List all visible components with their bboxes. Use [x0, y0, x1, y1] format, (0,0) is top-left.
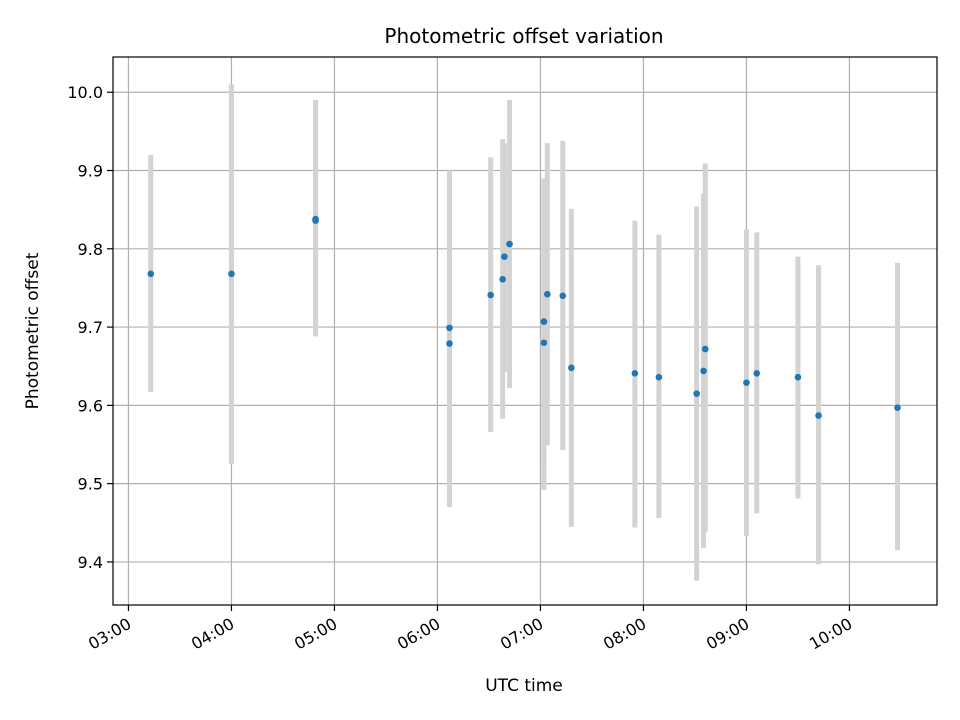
data-point [568, 364, 575, 372]
data-point [228, 270, 235, 278]
data-point [312, 217, 319, 224]
data-point [540, 318, 548, 325]
data-point [631, 369, 639, 377]
data-point [894, 404, 901, 412]
data-point [753, 369, 761, 377]
data-point [540, 339, 548, 347]
grid [113, 57, 937, 605]
data-point [559, 292, 567, 300]
data-point [693, 390, 700, 397]
data-points [147, 215, 901, 419]
data-point [743, 379, 750, 386]
data-point [147, 270, 155, 278]
y-axis-label: Photometric offset [23, 252, 43, 409]
chart-title: Photometric offset variation [384, 24, 663, 48]
data-point [487, 291, 494, 299]
data-point [701, 345, 709, 353]
data-point [655, 373, 663, 381]
data-point [794, 373, 802, 381]
x-axis-label: UTC time [485, 676, 563, 696]
data-point [544, 290, 551, 298]
data-point [446, 340, 453, 347]
y-axis-ticks: 9.4 9.5 9.6 9.7 9.8 9.9 10.0 [67, 83, 113, 572]
y-tick-label: 9.9 [78, 162, 103, 181]
y-tick-label: 9.5 [78, 475, 103, 494]
y-tick-label: 9.6 [78, 396, 103, 415]
plot-area-frame [112, 56, 938, 606]
data-point [501, 253, 508, 260]
data-point [446, 324, 453, 332]
y-tick-label: 9.4 [78, 553, 103, 572]
data-point [499, 276, 506, 283]
y-tick-label: 10.0 [67, 83, 103, 102]
data-point [700, 367, 707, 375]
y-tick-label: 9.8 [78, 240, 103, 259]
y-tick-label: 9.7 [78, 318, 103, 337]
data-point [506, 240, 513, 248]
data-point [815, 412, 822, 419]
